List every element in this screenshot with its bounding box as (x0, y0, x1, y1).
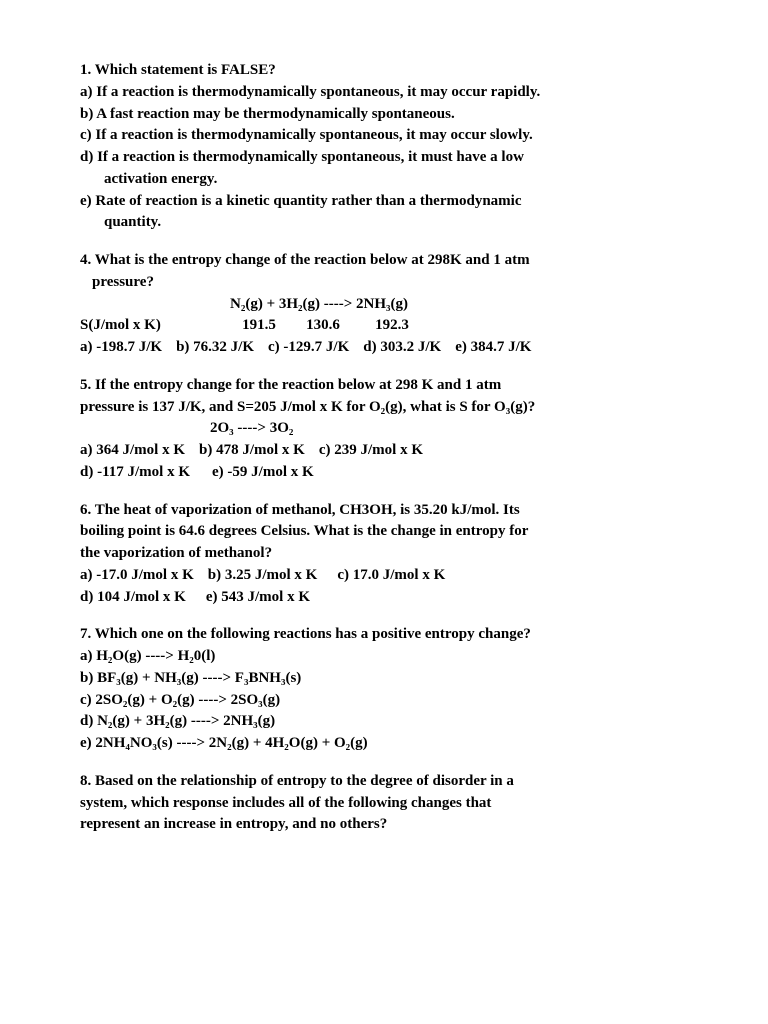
q1-option-d-line1: d) If a reaction is thermodynamically sp… (80, 147, 688, 169)
q4-options: a) -198.7 J/K b) 76.32 J/K c) -129.7 J/K… (80, 337, 688, 359)
q5-equation: 2O₃ ----> 3O₂ (80, 418, 688, 440)
q4-stem-line1: 4. What is the entropy change of the rea… (80, 250, 688, 272)
q5-stem-line1: 5. If the entropy change for the reactio… (80, 375, 688, 397)
q6-option-d: d) 104 J/mol x K (80, 587, 186, 609)
q6-option-c: c) 17.0 J/mol x K (337, 565, 445, 587)
question-1: 1. Which statement is FALSE? a) If a rea… (80, 60, 688, 234)
q8-stem-line2: system, which response includes all of t… (80, 793, 688, 815)
question-5: 5. If the entropy change for the reactio… (80, 375, 688, 484)
q6-option-b: b) 3.25 J/mol x K (208, 565, 318, 587)
q5-option-a: a) 364 J/mol x K (80, 440, 185, 462)
q6-stem-line3: the vaporization of methanol? (80, 543, 688, 565)
q4-s-label: S(J/mol x K) (80, 315, 220, 337)
question-7: 7. Which one on the following reactions … (80, 624, 688, 755)
q7-option-e: e) 2NH₄NO₃(s) ----> 2N₂(g) + 4H₂O(g) + O… (80, 733, 688, 755)
q4-stem-line2: pressure? (80, 272, 688, 294)
q1-option-b: b) A fast reaction may be thermodynamica… (80, 104, 688, 126)
q5-option-c: c) 239 J/mol x K (319, 440, 423, 462)
q5-options-row2: d) -117 J/mol x K e) -59 J/mol x K (80, 462, 688, 484)
question-8: 8. Based on the relationship of entropy … (80, 771, 688, 836)
q4-option-d: d) 303.2 J/K (363, 337, 441, 359)
q1-option-a: a) If a reaction is thermodynamically sp… (80, 82, 688, 104)
q7-stem: 7. Which one on the following reactions … (80, 624, 688, 646)
q5-option-d: d) -117 J/mol x K (80, 462, 190, 484)
q5-options-row1: a) 364 J/mol x K b) 478 J/mol x K c) 239… (80, 440, 688, 462)
q6-option-a: a) -17.0 J/mol x K (80, 565, 194, 587)
q4-option-e: e) 384.7 J/K (455, 337, 531, 359)
q6-stem-line1: 6. The heat of vaporization of methanol,… (80, 500, 688, 522)
q6-options-row1: a) -17.0 J/mol x K b) 3.25 J/mol x K c) … (80, 565, 688, 587)
q7-option-b: b) BF₃(g) + NH₃(g) ----> F₃BNH₃(s) (80, 668, 688, 690)
q7-option-c: c) 2SO₂(g) + O₂(g) ----> 2SO₃(g) (80, 690, 688, 712)
q4-s-value-2: 130.6 (298, 315, 348, 337)
q1-option-e-line2: quantity. (80, 212, 688, 234)
q6-options-row2: d) 104 J/mol x K e) 543 J/mol x K (80, 587, 688, 609)
q5-option-b: b) 478 J/mol x K (199, 440, 305, 462)
q4-option-c: c) -129.7 J/K (268, 337, 349, 359)
q4-option-a: a) -198.7 J/K (80, 337, 162, 359)
q5-stem-line2: pressure is 137 J/K, and S=205 J/mol x K… (80, 397, 688, 419)
q4-equation: N₂(g) + 3H₂(g) ----> 2NH₃(g) (80, 294, 688, 316)
q4-s-row: S(J/mol x K) 191.5 130.6 192.3 (80, 315, 688, 337)
question-4: 4. What is the entropy change of the rea… (80, 250, 688, 359)
q5-option-e: e) -59 J/mol x K (212, 462, 314, 484)
q4-option-b: b) 76.32 J/K (176, 337, 254, 359)
q4-s-value-1: 191.5 (234, 315, 284, 337)
q8-stem-line1: 8. Based on the relationship of entropy … (80, 771, 688, 793)
question-6: 6. The heat of vaporization of methanol,… (80, 500, 688, 609)
q1-option-d-line2: activation energy. (80, 169, 688, 191)
document-page: 1. Which statement is FALSE? a) If a rea… (0, 0, 768, 1024)
q1-stem: 1. Which statement is FALSE? (80, 60, 688, 82)
q6-option-e: e) 543 J/mol x K (206, 587, 310, 609)
q1-option-e-line1: e) Rate of reaction is a kinetic quantit… (80, 191, 688, 213)
q6-stem-line2: boiling point is 64.6 degrees Celsius. W… (80, 521, 688, 543)
q1-option-c: c) If a reaction is thermodynamically sp… (80, 125, 688, 147)
q7-option-d: d) N₂(g) + 3H₂(g) ----> 2NH₃(g) (80, 711, 688, 733)
q7-option-a: a) H₂O(g) ----> H₂0(l) (80, 646, 688, 668)
q8-stem-line3: represent an increase in entropy, and no… (80, 814, 688, 836)
q4-s-value-3: 192.3 (362, 315, 422, 337)
